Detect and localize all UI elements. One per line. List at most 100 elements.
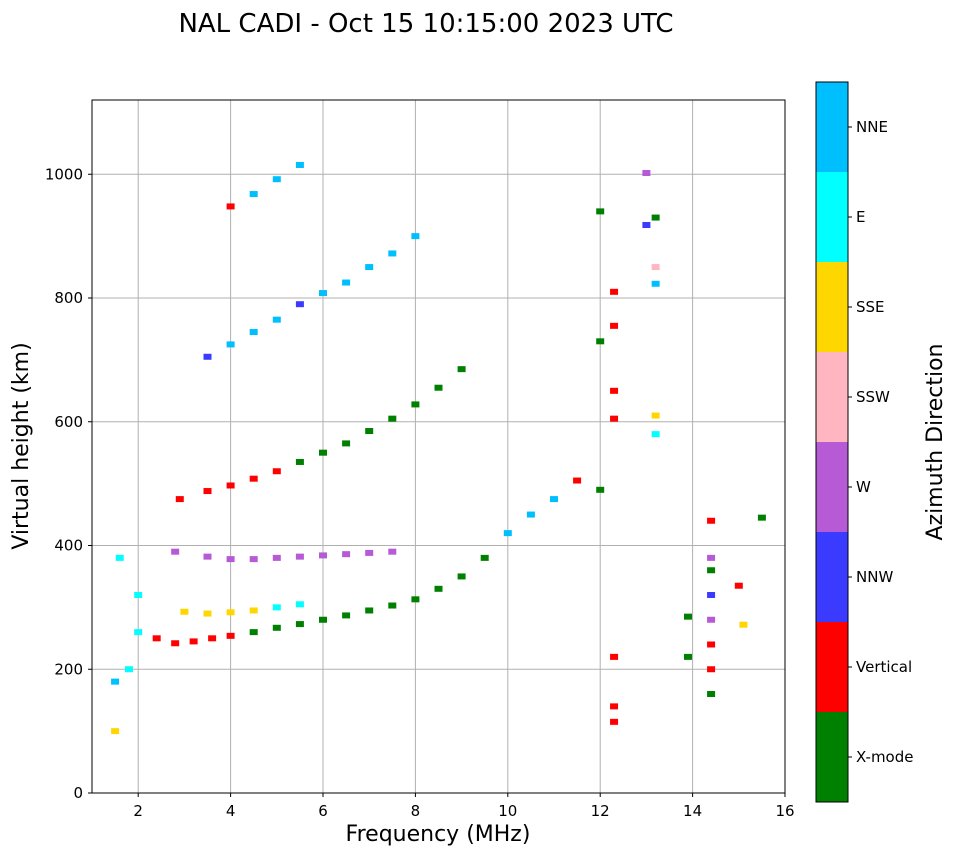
echo-point <box>642 221 651 228</box>
colorbar-tick-label: NNW <box>856 568 893 586</box>
echo-point <box>249 607 258 614</box>
echo-point <box>610 718 619 725</box>
x-tick-label: 16 <box>775 802 794 820</box>
echo-point <box>651 214 660 221</box>
echo-point <box>295 621 304 628</box>
x-tick-label: 2 <box>133 802 143 820</box>
echo-point <box>272 468 281 475</box>
colorbar-label: Azimuth Direction <box>923 343 948 540</box>
colorbar-segment <box>816 352 848 442</box>
echo-point <box>707 592 716 598</box>
echo-point <box>610 387 619 394</box>
echo-point <box>203 610 212 617</box>
echo-point <box>457 366 466 373</box>
echo-point <box>171 548 180 555</box>
echo-point <box>365 428 374 435</box>
echo-point <box>226 609 235 616</box>
x-tick-label: 10 <box>498 802 517 820</box>
echo-point <box>550 496 558 503</box>
echo-point <box>388 548 397 555</box>
colorbar-tick-label: SSW <box>856 388 890 406</box>
echo-point <box>734 582 743 589</box>
echo-point <box>365 607 374 614</box>
echo-point <box>596 486 605 493</box>
echo-point <box>249 556 258 563</box>
echo-point <box>707 691 716 697</box>
colorbar-segment <box>816 712 848 802</box>
echo-point <box>272 176 281 183</box>
echo-point <box>203 488 212 495</box>
plot-frame <box>91 99 786 794</box>
echo-point <box>319 449 327 456</box>
y-tick-label: 1000 <box>45 165 83 183</box>
echo-point <box>610 322 619 329</box>
echo-point <box>683 613 692 620</box>
echo-point <box>134 592 143 598</box>
x-axis-label: Frequency (MHz) <box>346 822 531 847</box>
echo-point <box>111 728 120 735</box>
echo-point <box>651 280 660 287</box>
echo-point <box>683 653 692 660</box>
y-tick-label: 0 <box>73 784 83 802</box>
echo-point <box>272 604 281 611</box>
echo-point <box>295 301 304 308</box>
colorbar-tick-label: X-mode <box>856 748 913 766</box>
echo-point <box>388 250 397 257</box>
echo-point <box>434 384 443 391</box>
echo-point <box>411 233 420 240</box>
y-tick-label: 200 <box>54 660 83 678</box>
echo-point <box>651 431 660 438</box>
echo-point <box>610 288 619 295</box>
echo-point <box>707 517 716 524</box>
colorbar-tick-label: E <box>856 208 865 226</box>
echo-point <box>651 412 660 419</box>
grid <box>92 100 785 793</box>
echo-point <box>295 458 304 465</box>
echo-point <box>388 415 397 422</box>
x-tick-label: 14 <box>683 802 702 820</box>
y-tick-label: 600 <box>54 413 83 431</box>
chart-title: NAL CADI - Oct 15 10:15:00 2023 UTC <box>178 9 673 39</box>
echo-point <box>707 567 716 574</box>
echo-point <box>175 496 184 503</box>
echo-point <box>249 475 258 482</box>
colorbar-tick-label: W <box>856 478 871 496</box>
echo-point <box>272 316 281 323</box>
echo-point <box>642 170 651 177</box>
echo-point <box>189 638 198 645</box>
colorbar-segment <box>816 442 848 532</box>
echo-point <box>249 629 258 636</box>
echo-point <box>226 632 235 639</box>
echo-point <box>651 264 660 271</box>
echo-point <box>610 703 619 710</box>
echo-point <box>226 341 235 348</box>
echo-point <box>610 415 619 422</box>
echo-point <box>526 511 535 518</box>
echo-point <box>457 573 466 580</box>
echo-point <box>388 602 397 609</box>
echo-point <box>707 641 716 648</box>
echo-point <box>707 554 716 561</box>
echo-point <box>573 477 582 484</box>
echo-point <box>152 635 161 642</box>
axis-ticks: 2 4 6 8 10 12 14 16 0 200 400 600 800 1000 <box>45 165 795 820</box>
echo-point <box>319 616 327 623</box>
colorbar-segment <box>816 532 848 622</box>
echo-point <box>124 666 133 673</box>
colorbar-tick-label: Vertical <box>856 658 912 676</box>
echo-point <box>434 585 443 592</box>
echo-point <box>272 624 281 631</box>
echo-point <box>203 353 212 360</box>
colorbar-segment <box>816 172 848 262</box>
echo-point <box>342 279 351 286</box>
echo-point <box>115 554 124 561</box>
echo-point <box>596 208 605 215</box>
echo-point <box>111 678 120 685</box>
colorbar-segment <box>816 622 848 712</box>
colorbar-segment <box>816 262 848 352</box>
data-marks <box>111 161 766 735</box>
echo-point <box>171 640 180 647</box>
echo-point <box>342 612 351 619</box>
echo-point <box>365 264 374 271</box>
echo-point <box>342 551 351 558</box>
